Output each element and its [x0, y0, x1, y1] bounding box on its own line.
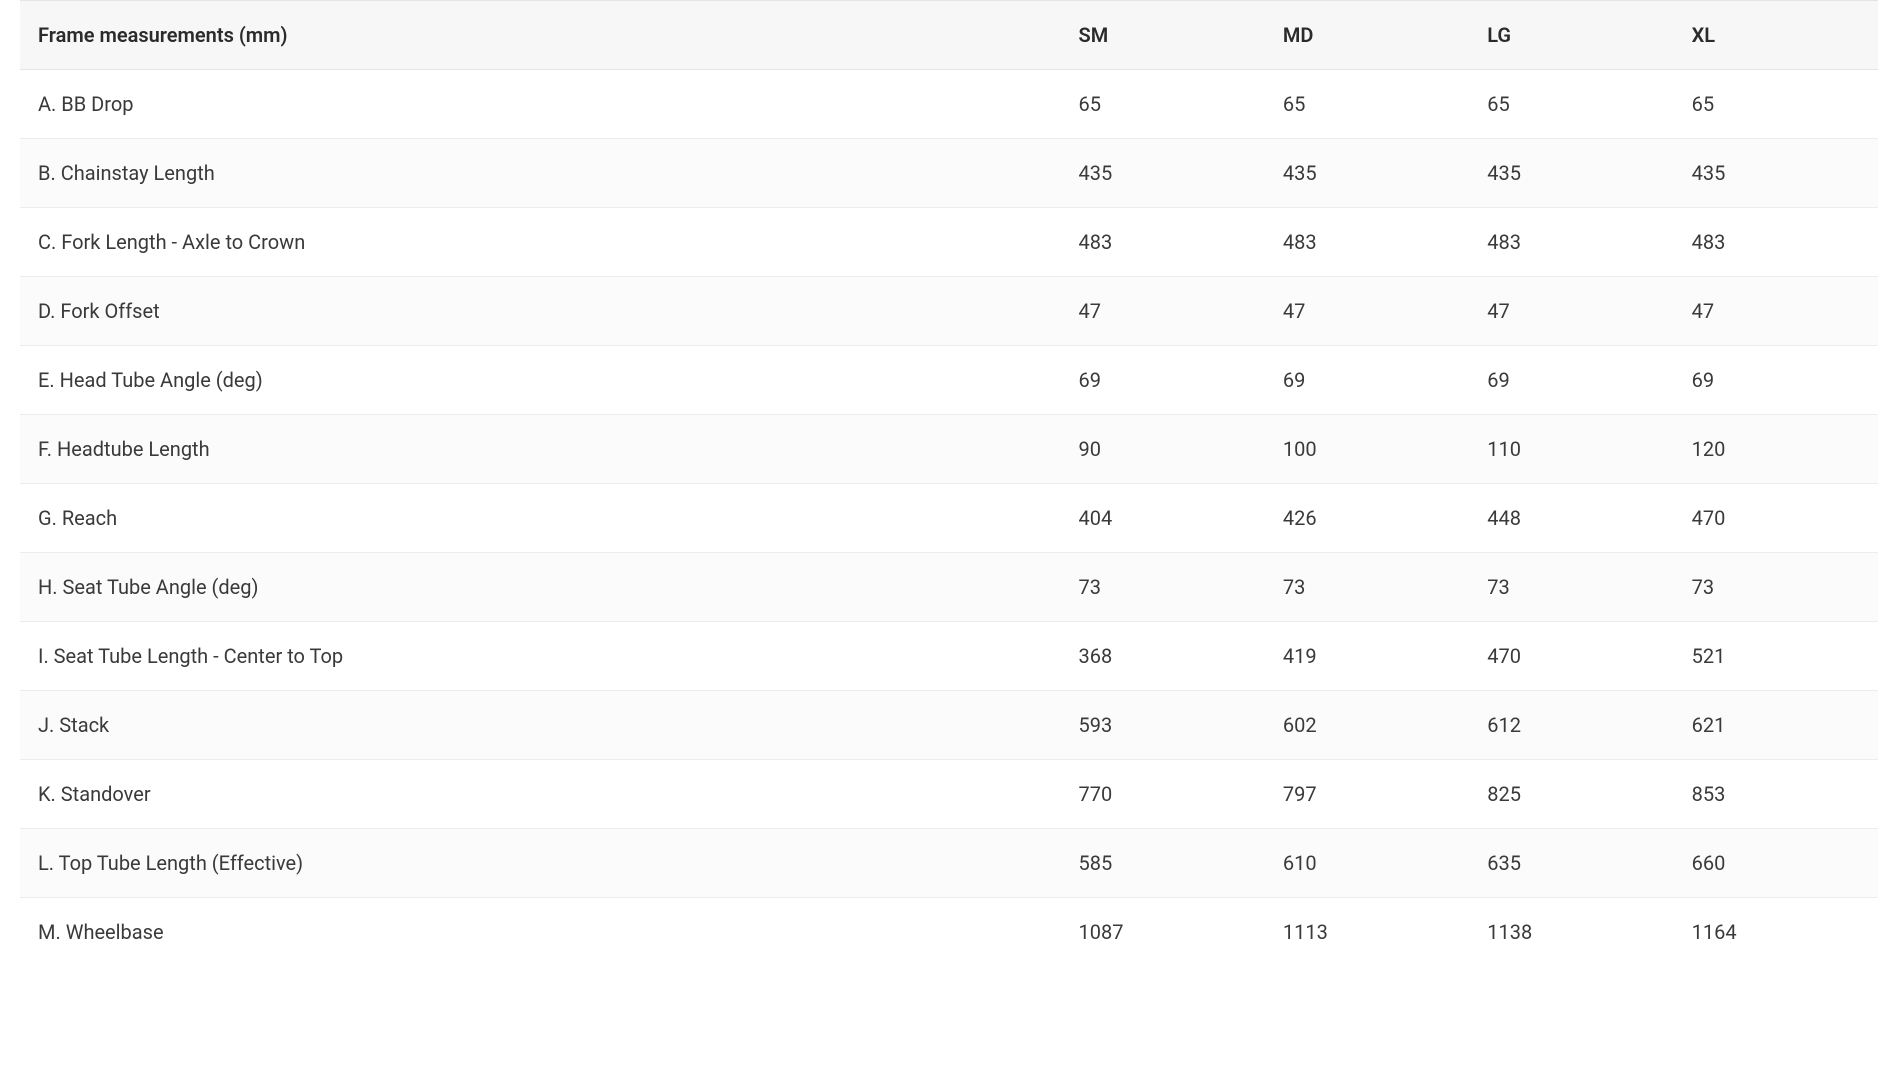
- table-body: A. BB Drop65656565B. Chainstay Length435…: [20, 70, 1878, 967]
- row-value: 1087: [1060, 898, 1264, 967]
- row-value: 120: [1674, 415, 1878, 484]
- header-col-lg: LG: [1469, 1, 1673, 70]
- row-value: 521: [1674, 622, 1878, 691]
- row-value: 435: [1265, 139, 1469, 208]
- header-col-sm: SM: [1060, 1, 1264, 70]
- row-value: 368: [1060, 622, 1264, 691]
- row-value: 602: [1265, 691, 1469, 760]
- row-value: 69: [1060, 346, 1264, 415]
- table-row: B. Chainstay Length435435435435: [20, 139, 1878, 208]
- table-row: M. Wheelbase1087111311381164: [20, 898, 1878, 967]
- row-label: G. Reach: [20, 484, 1060, 553]
- row-value: 797: [1265, 760, 1469, 829]
- row-value: 69: [1469, 346, 1673, 415]
- row-value: 419: [1265, 622, 1469, 691]
- row-value: 65: [1674, 70, 1878, 139]
- row-value: 635: [1469, 829, 1673, 898]
- table-header-row: Frame measurements (mm) SM MD LG XL: [20, 1, 1878, 70]
- row-value: 404: [1060, 484, 1264, 553]
- row-value: 65: [1060, 70, 1264, 139]
- row-value: 483: [1469, 208, 1673, 277]
- row-label: K. Standover: [20, 760, 1060, 829]
- row-label: C. Fork Length - Axle to Crown: [20, 208, 1060, 277]
- frame-measurements-table: Frame measurements (mm) SM MD LG XL A. B…: [20, 0, 1878, 966]
- table-row: A. BB Drop65656565: [20, 70, 1878, 139]
- table-row: J. Stack593602612621: [20, 691, 1878, 760]
- row-value: 593: [1060, 691, 1264, 760]
- row-value: 73: [1469, 553, 1673, 622]
- row-value: 69: [1265, 346, 1469, 415]
- header-label: Frame measurements (mm): [20, 1, 1060, 70]
- row-value: 483: [1265, 208, 1469, 277]
- row-label: H. Seat Tube Angle (deg): [20, 553, 1060, 622]
- row-value: 90: [1060, 415, 1264, 484]
- table-row: H. Seat Tube Angle (deg)73737373: [20, 553, 1878, 622]
- row-value: 69: [1674, 346, 1878, 415]
- row-label: J. Stack: [20, 691, 1060, 760]
- row-value: 1113: [1265, 898, 1469, 967]
- row-value: 483: [1060, 208, 1264, 277]
- row-value: 47: [1469, 277, 1673, 346]
- table-row: L. Top Tube Length (Effective)5856106356…: [20, 829, 1878, 898]
- table-row: F. Headtube Length90100110120: [20, 415, 1878, 484]
- row-label: A. BB Drop: [20, 70, 1060, 139]
- header-col-xl: XL: [1674, 1, 1878, 70]
- row-value: 621: [1674, 691, 1878, 760]
- row-value: 770: [1060, 760, 1264, 829]
- row-label: M. Wheelbase: [20, 898, 1060, 967]
- row-value: 65: [1469, 70, 1673, 139]
- row-label: B. Chainstay Length: [20, 139, 1060, 208]
- row-value: 435: [1674, 139, 1878, 208]
- row-value: 448: [1469, 484, 1673, 553]
- row-label: E. Head Tube Angle (deg): [20, 346, 1060, 415]
- row-value: 1138: [1469, 898, 1673, 967]
- row-value: 610: [1265, 829, 1469, 898]
- table-row: D. Fork Offset47474747: [20, 277, 1878, 346]
- row-value: 1164: [1674, 898, 1878, 967]
- row-value: 825: [1469, 760, 1673, 829]
- row-value: 110: [1469, 415, 1673, 484]
- row-value: 483: [1674, 208, 1878, 277]
- row-label: I. Seat Tube Length - Center to Top: [20, 622, 1060, 691]
- row-value: 73: [1060, 553, 1264, 622]
- row-value: 853: [1674, 760, 1878, 829]
- row-label: L. Top Tube Length (Effective): [20, 829, 1060, 898]
- row-value: 585: [1060, 829, 1264, 898]
- header-col-md: MD: [1265, 1, 1469, 70]
- row-value: 73: [1674, 553, 1878, 622]
- row-value: 612: [1469, 691, 1673, 760]
- table-row: K. Standover770797825853: [20, 760, 1878, 829]
- table-row: E. Head Tube Angle (deg)69696969: [20, 346, 1878, 415]
- row-value: 470: [1469, 622, 1673, 691]
- table-row: C. Fork Length - Axle to Crown4834834834…: [20, 208, 1878, 277]
- table-row: G. Reach404426448470: [20, 484, 1878, 553]
- frame-measurements-table-wrap: Frame measurements (mm) SM MD LG XL A. B…: [0, 0, 1898, 966]
- table-row: I. Seat Tube Length - Center to Top36841…: [20, 622, 1878, 691]
- row-value: 435: [1060, 139, 1264, 208]
- row-value: 73: [1265, 553, 1469, 622]
- row-value: 426: [1265, 484, 1469, 553]
- row-value: 660: [1674, 829, 1878, 898]
- row-value: 100: [1265, 415, 1469, 484]
- row-value: 47: [1674, 277, 1878, 346]
- row-value: 47: [1265, 277, 1469, 346]
- row-value: 435: [1469, 139, 1673, 208]
- row-value: 470: [1674, 484, 1878, 553]
- row-value: 47: [1060, 277, 1264, 346]
- row-label: D. Fork Offset: [20, 277, 1060, 346]
- row-value: 65: [1265, 70, 1469, 139]
- row-label: F. Headtube Length: [20, 415, 1060, 484]
